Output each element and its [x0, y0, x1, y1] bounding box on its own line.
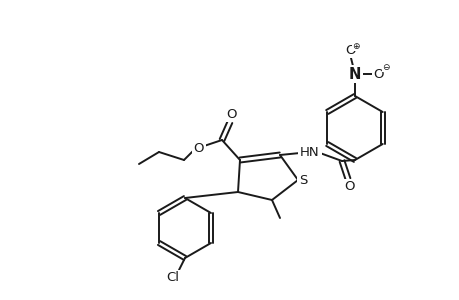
Text: O: O	[226, 107, 237, 121]
Text: O: O	[193, 142, 204, 154]
Text: O: O	[373, 68, 383, 80]
Text: O: O	[345, 44, 355, 56]
Text: HN: HN	[300, 146, 319, 160]
Text: O: O	[344, 181, 354, 194]
Text: ⊖: ⊖	[381, 62, 389, 71]
Text: S: S	[298, 173, 307, 187]
Text: Cl: Cl	[166, 272, 179, 284]
Text: N: N	[348, 67, 360, 82]
Text: ⊕: ⊕	[352, 41, 359, 50]
